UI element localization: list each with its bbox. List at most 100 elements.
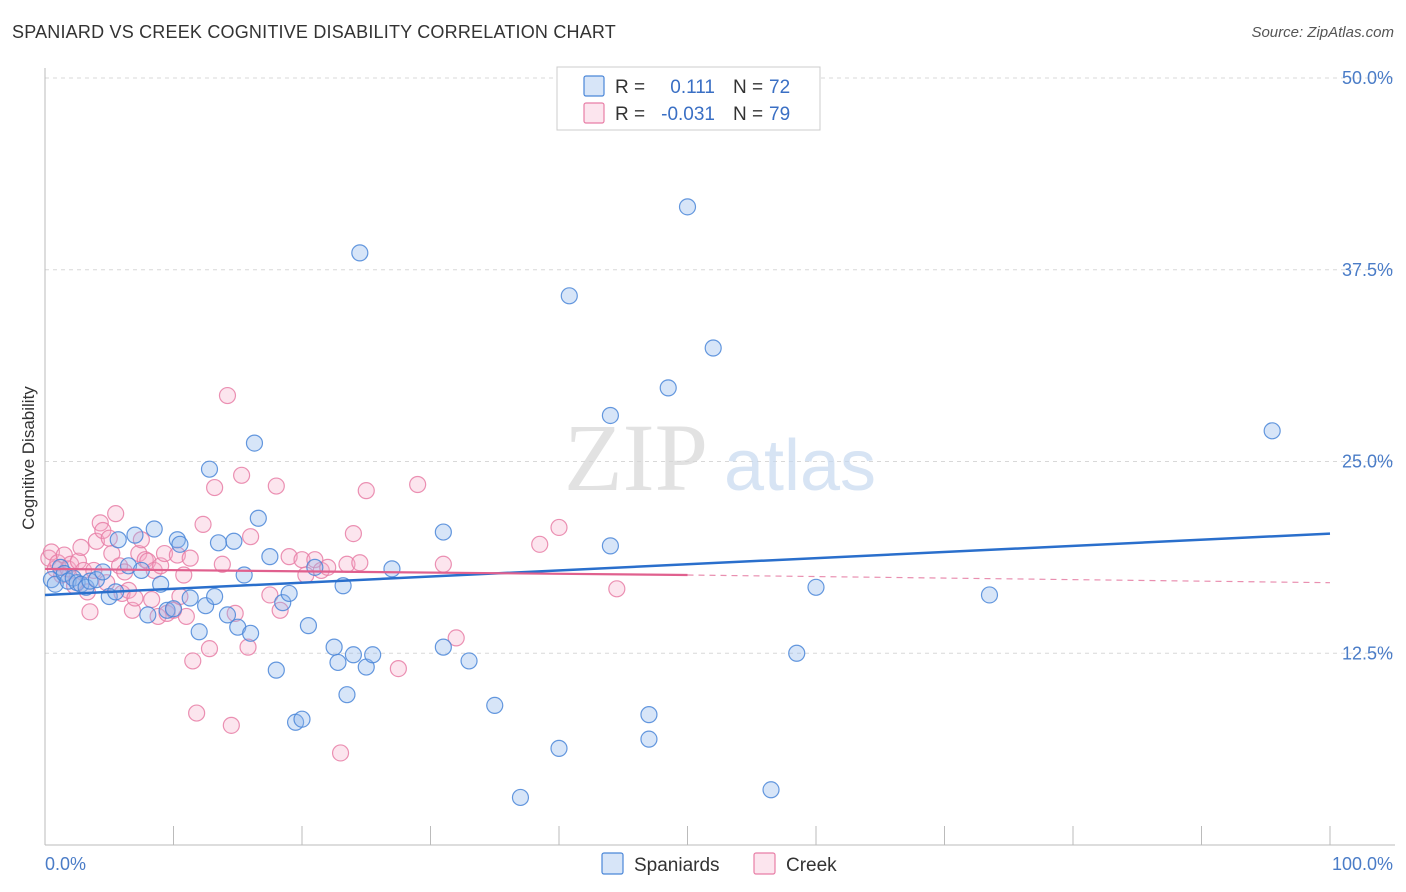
creek-point <box>206 478 224 497</box>
creek-point <box>357 482 375 500</box>
watermark: ZIP atlas <box>564 404 876 511</box>
spaniards-point <box>640 706 658 724</box>
source-label: Source: ZipAtlas.com <box>1251 24 1394 41</box>
spaniards-point <box>338 686 356 704</box>
y-tick-label: 12.5% <box>1342 643 1393 663</box>
spaniards-point <box>659 379 677 397</box>
spaniards-point <box>762 781 780 799</box>
legend-r-value: 0.111 <box>670 77 715 98</box>
spaniards-point <box>225 532 243 550</box>
creek-point <box>107 505 125 523</box>
spaniards-point <box>640 730 658 748</box>
creek-point <box>177 607 195 626</box>
y-axis-label: Cognitive Disability <box>19 386 38 530</box>
spaniards-point <box>364 646 382 664</box>
spaniards-point <box>344 646 362 664</box>
spaniards-point <box>434 523 452 541</box>
spaniards-point <box>511 788 530 807</box>
creek-point <box>331 744 350 762</box>
spaniards-point <box>126 526 144 544</box>
legend-label: Creek <box>786 855 837 876</box>
legend-swatch-spaniards <box>601 852 624 875</box>
spaniards-point <box>181 589 199 607</box>
legend-n-value: 72 <box>769 77 790 98</box>
grid-lines <box>45 77 1395 654</box>
creek-point <box>42 543 61 561</box>
creek-point <box>447 629 465 647</box>
spaniards-point <box>460 652 478 670</box>
spaniards-point <box>81 572 99 590</box>
spaniards-point <box>164 600 183 618</box>
creek-point <box>213 555 231 573</box>
spaniards-point <box>235 566 253 584</box>
spaniards-trend-line <box>44 532 1331 597</box>
spaniards-point <box>242 624 260 642</box>
legend-n-value: 79 <box>769 104 790 125</box>
legend-swatch-spaniards <box>583 75 605 97</box>
creek-point <box>98 574 116 592</box>
legend-r-value: -0.031 <box>661 104 715 125</box>
creek-point <box>194 515 212 533</box>
stats-legend: R = 0.111 N = 72 R = -0.031 N = 79 <box>556 66 821 131</box>
spaniards-point <box>601 537 620 555</box>
creek-point <box>239 638 257 656</box>
spaniards-point <box>788 644 806 662</box>
spaniards-point <box>109 531 127 549</box>
spaniards-point <box>383 560 401 578</box>
creek-point <box>200 640 219 658</box>
spaniards-point <box>245 434 264 452</box>
creek-point <box>434 555 452 573</box>
legend-swatch-creek <box>583 102 605 124</box>
y-tick-label: 50.0% <box>1342 68 1393 88</box>
creek-point <box>409 475 427 494</box>
spaniards-point <box>280 584 298 603</box>
watermark-zip: ZIP <box>564 404 708 511</box>
spaniards-point <box>678 198 697 216</box>
creek-trend-line <box>44 567 688 577</box>
y-tick-label: 25.0% <box>1342 452 1393 472</box>
spaniards-point <box>94 563 112 581</box>
spaniards-point <box>171 535 189 553</box>
spaniards-point <box>329 653 347 672</box>
legend-n-label: N = <box>733 104 763 125</box>
spaniards-point <box>274 594 292 612</box>
spaniards-point <box>267 661 285 679</box>
creek-point <box>181 549 199 567</box>
legend-n-label: N = <box>733 77 763 98</box>
creek-point <box>351 554 369 572</box>
y-tick-label: 37.5% <box>1342 260 1393 280</box>
creek-point <box>81 603 99 621</box>
creek-point <box>233 466 251 484</box>
spaniards-point <box>601 406 620 425</box>
spaniards-point <box>980 586 999 604</box>
data-points <box>40 198 1281 807</box>
creek-point <box>280 548 298 566</box>
spaniards-point <box>306 558 324 576</box>
spaniards-point <box>293 710 311 728</box>
creek-point <box>143 590 161 609</box>
creek-point <box>168 546 186 564</box>
creek-point <box>72 538 90 557</box>
legend-box <box>556 66 821 131</box>
creek-point <box>188 704 206 722</box>
creek-point <box>155 544 174 563</box>
watermark-atlas: atlas <box>724 426 876 506</box>
creek-point <box>218 386 237 405</box>
creek-point <box>87 532 106 550</box>
spaniards-point <box>1263 422 1281 440</box>
creek-point <box>222 716 240 734</box>
trend-lines <box>44 532 1331 597</box>
spaniards-point <box>158 601 176 619</box>
creek-point <box>126 589 144 607</box>
spaniards-point <box>299 617 318 635</box>
creek-point <box>531 535 549 553</box>
spaniards-point <box>168 531 186 549</box>
legend-label: Spaniards <box>634 855 720 876</box>
creek-point <box>550 518 568 537</box>
spaniards-point <box>139 606 157 624</box>
creek-point <box>389 659 407 678</box>
spaniards-point <box>209 534 228 552</box>
spaniards-point <box>249 509 267 527</box>
legend-r-label: R = <box>615 104 645 125</box>
